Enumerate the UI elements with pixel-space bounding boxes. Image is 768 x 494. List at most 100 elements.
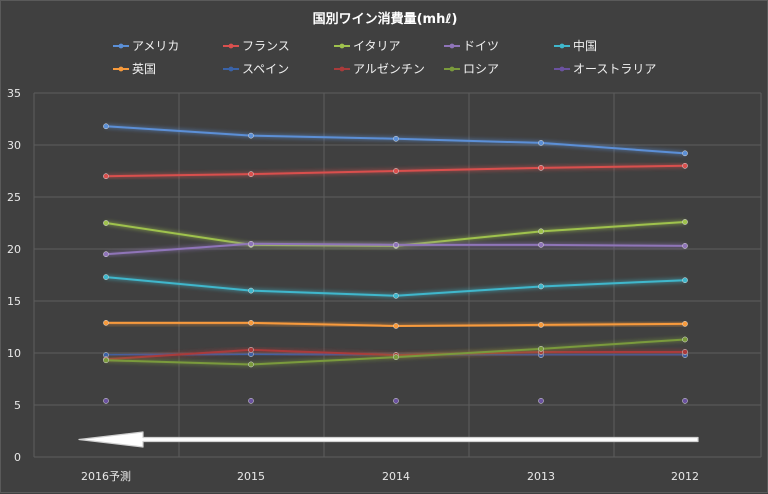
data-point xyxy=(248,361,254,368)
legend-item: 中国 xyxy=(554,38,597,53)
legend-swatch-marker xyxy=(449,43,455,49)
series-8 xyxy=(103,336,688,368)
legend-swatch-marker xyxy=(118,43,124,49)
legend-label: アメリカ xyxy=(132,39,179,53)
legend-item: アメリカ xyxy=(113,39,179,53)
legend-item: アルゼンチン xyxy=(334,62,425,76)
legend-item: 英国 xyxy=(113,62,156,76)
legend-item: フランス xyxy=(223,39,290,53)
x-tick-label: 2012 xyxy=(671,470,699,483)
legend-swatch-marker xyxy=(228,43,234,49)
x-tick-label: 2015 xyxy=(237,470,265,483)
data-point xyxy=(103,251,109,258)
data-point xyxy=(682,219,688,225)
left-arrow-mark xyxy=(78,431,699,448)
legend-label: ドイツ xyxy=(463,39,499,53)
plot-area xyxy=(103,123,688,404)
data-point xyxy=(103,173,109,180)
annotation-arrow xyxy=(78,431,699,448)
data-point xyxy=(103,274,109,280)
data-point xyxy=(682,162,688,169)
series-line xyxy=(105,276,686,297)
y-axis: 0 5 10 15 20 25 30 35 xyxy=(7,87,21,464)
legend-item: オーストラリア xyxy=(554,62,656,76)
data-point xyxy=(248,347,254,353)
data-point xyxy=(393,323,399,329)
y-tick-label: 30 xyxy=(7,139,21,152)
data-point xyxy=(682,277,688,284)
y-tick-label: 0 xyxy=(14,451,21,464)
legend-swatch-marker xyxy=(228,66,234,72)
data-point xyxy=(393,354,399,361)
legend-item: ドイツ xyxy=(444,39,499,53)
data-point xyxy=(393,135,399,142)
y-tick-label: 5 xyxy=(14,399,21,412)
data-point xyxy=(248,287,254,294)
data-point xyxy=(248,240,254,247)
data-point xyxy=(682,397,688,404)
data-point xyxy=(103,397,109,404)
data-point xyxy=(682,321,688,327)
series-5 xyxy=(103,319,688,329)
y-tick-label: 15 xyxy=(7,295,21,308)
data-point xyxy=(248,397,254,404)
chart-title: 国別ワイン消費量(mhℓ) xyxy=(313,11,458,27)
legend-item: スペイン xyxy=(223,62,289,76)
legend-label: スペイン xyxy=(242,62,289,76)
legend-swatch-marker xyxy=(339,66,345,72)
data-point xyxy=(393,397,399,404)
legend-label: イタリア xyxy=(353,39,401,53)
legend-item: イタリア xyxy=(334,39,401,53)
data-point xyxy=(248,132,254,139)
data-point xyxy=(538,345,544,352)
legend-swatch-marker xyxy=(559,66,565,72)
series-9 xyxy=(103,397,688,404)
series-0 xyxy=(103,123,688,157)
data-point xyxy=(103,123,109,130)
legend-swatch-marker xyxy=(339,43,345,49)
data-point xyxy=(393,241,399,248)
data-point xyxy=(393,292,399,299)
data-point xyxy=(682,349,688,355)
data-point xyxy=(103,357,109,364)
data-point xyxy=(248,319,254,326)
data-point xyxy=(682,243,688,249)
y-tick-label: 10 xyxy=(7,347,21,360)
data-point xyxy=(248,171,254,177)
legend-label: 中国 xyxy=(573,38,597,53)
data-point xyxy=(538,228,544,235)
grid xyxy=(33,92,762,458)
legend-swatch-marker xyxy=(118,66,124,72)
y-tick-label: 25 xyxy=(7,191,21,204)
legend-swatch-marker xyxy=(449,66,455,72)
data-point xyxy=(538,397,544,404)
y-tick-label: 20 xyxy=(7,243,21,256)
data-point xyxy=(538,241,544,248)
legend-label: フランス xyxy=(242,39,290,53)
x-axis: 2016予測 2015 2014 2013 2012 xyxy=(81,469,699,483)
y-tick-label: 35 xyxy=(7,87,21,100)
legend-label: ロシア xyxy=(463,62,499,76)
x-tick-label: 2013 xyxy=(527,470,555,483)
data-point xyxy=(103,220,109,226)
series-1 xyxy=(103,162,688,180)
series-3 xyxy=(103,240,688,258)
data-point xyxy=(682,336,688,343)
legend-item: ロシア xyxy=(444,62,499,76)
legend-label: アルゼンチン xyxy=(353,62,425,76)
data-point xyxy=(393,168,399,174)
x-tick-label: 2014 xyxy=(382,470,410,483)
legend-label: 英国 xyxy=(132,62,156,76)
legend-swatch-marker xyxy=(559,43,565,49)
data-point xyxy=(538,140,544,146)
data-point xyxy=(538,283,544,290)
legend-label: オーストラリア xyxy=(573,62,656,76)
data-point xyxy=(538,322,544,328)
x-tick-label: 2016予測 xyxy=(81,469,131,483)
data-point xyxy=(103,319,109,326)
series-4 xyxy=(103,274,688,299)
data-point xyxy=(538,165,544,171)
